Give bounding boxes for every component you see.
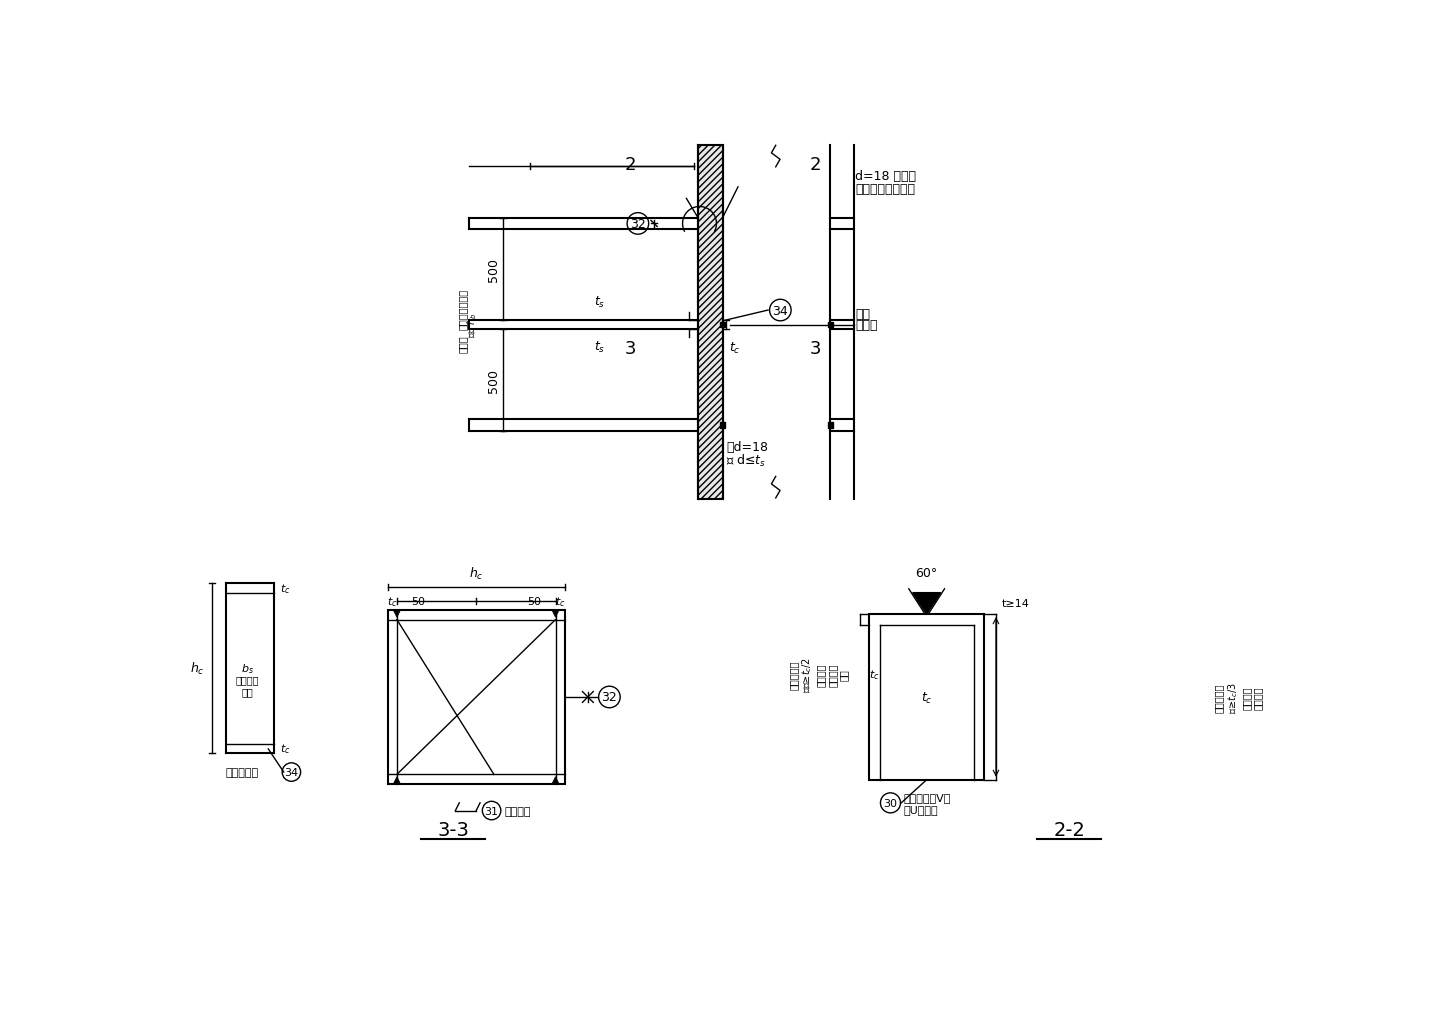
Text: $t_c$: $t_c$ (554, 595, 566, 608)
Text: $b_s$: $b_s$ (240, 661, 253, 676)
Text: 电渣焊: 电渣焊 (855, 319, 877, 332)
Text: 32: 32 (602, 691, 618, 704)
Bar (698, 146, 723, 499)
Bar (720, 423, 726, 428)
Polygon shape (393, 776, 400, 784)
Text: 3: 3 (809, 339, 821, 358)
Text: 横隔平面
密度: 横隔平面 密度 (236, 675, 259, 696)
Text: 或U形焊缝: 或U形焊缝 (903, 804, 939, 814)
Text: t≥14: t≥14 (1001, 598, 1030, 608)
Text: 全熔透焊: 全熔透焊 (504, 806, 531, 816)
Text: 30: 30 (884, 798, 897, 808)
Text: 500: 500 (487, 258, 501, 281)
Text: 32: 32 (631, 218, 645, 230)
Text: 部分熔透的V形: 部分熔透的V形 (903, 792, 950, 802)
Bar (868, 614, 985, 780)
Text: d=18 透气孔: d=18 透气孔 (855, 169, 916, 182)
Bar (828, 423, 834, 428)
Text: 34: 34 (772, 305, 788, 317)
Text: 3-3: 3-3 (438, 820, 469, 840)
Text: 梁高 $h_b$: 梁高 $h_b$ (465, 313, 480, 337)
Text: 孔d=18: 孔d=18 (726, 440, 769, 453)
Text: 2: 2 (809, 156, 821, 173)
Bar (828, 323, 834, 328)
Text: $h_c$: $h_c$ (469, 566, 484, 582)
Text: 2-2: 2-2 (1053, 820, 1084, 840)
Text: 50: 50 (412, 596, 425, 606)
Polygon shape (913, 593, 940, 614)
Text: 板宽度: 板宽度 (458, 335, 468, 353)
Text: $t_c$: $t_c$ (279, 742, 291, 755)
Text: $t_c$: $t_c$ (729, 341, 740, 356)
Text: 焊嘴: 焊嘴 (855, 308, 870, 320)
Bar (720, 323, 726, 328)
Text: 31: 31 (485, 806, 498, 816)
Text: 3: 3 (625, 339, 636, 358)
Text: $t_s$: $t_s$ (593, 339, 605, 355)
Text: 当柱翼缘板
厚≥$t_c$/3
满足条件
焊缝高度: 当柱翼缘板 厚≥$t_c$/3 满足条件 焊缝高度 (1214, 682, 1263, 713)
Text: 50: 50 (527, 596, 541, 606)
Polygon shape (552, 610, 559, 618)
Text: $t_c$: $t_c$ (387, 595, 397, 608)
Text: $t_c$: $t_c$ (920, 690, 933, 705)
Text: $h_c$: $h_c$ (190, 660, 204, 677)
Polygon shape (552, 776, 559, 784)
Bar (387, 610, 564, 784)
Text: 且 d≤$t_s$: 且 d≤$t_s$ (726, 452, 766, 469)
Text: 焊嘴电渣焊: 焊嘴电渣焊 (226, 767, 259, 777)
Text: 34: 34 (284, 767, 298, 777)
Polygon shape (393, 610, 400, 618)
Text: 60°: 60° (916, 567, 937, 579)
Text: $t_c$: $t_c$ (279, 582, 291, 595)
Text: 500: 500 (487, 369, 501, 392)
Text: 当柱翼缘板
厚度≥$t_c$/2
时，焊缝
高度满足
要求: 当柱翼缘板 厚度≥$t_c$/2 时，焊缝 高度满足 要求 (789, 656, 850, 692)
Text: $t_s$: $t_s$ (593, 294, 605, 309)
Text: $t_c$: $t_c$ (868, 667, 880, 681)
Text: 位于横隔板的中央: 位于横隔板的中央 (855, 182, 914, 196)
Text: 2: 2 (625, 156, 636, 173)
Text: 完全熔透焊接图: 完全熔透焊接图 (458, 289, 468, 330)
